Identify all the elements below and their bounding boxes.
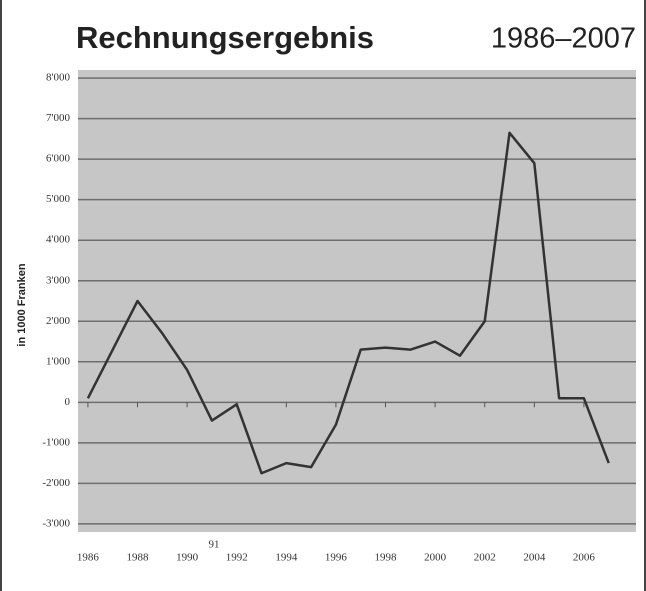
y-tick-label: 1'000	[46, 355, 70, 367]
y-axis-label: in 1000 Franken	[16, 263, 28, 346]
y-tick-label: -1'000	[42, 436, 70, 448]
y-tick-label: 3'000	[46, 274, 70, 286]
x-tick-label: 1988	[127, 552, 150, 564]
x-tick-label: 1998	[375, 552, 398, 564]
x-tick-label: 2000	[424, 552, 447, 564]
y-tick-label: 0	[65, 396, 71, 408]
y-tick-label: 5'000	[46, 193, 70, 205]
y-tick-label: 4'000	[46, 234, 70, 246]
y-tick-label: 8'000	[46, 72, 70, 84]
line	[86, 131, 610, 475]
x-tick-label: 1986	[77, 552, 100, 564]
x-tick-label: 1992	[226, 552, 248, 564]
y-tick-label: -2'000	[42, 477, 70, 489]
x-tick-label: 2004	[523, 552, 546, 564]
y-tick-label: -3'000	[42, 517, 70, 529]
x-tick-label: 1994	[275, 552, 298, 564]
plot-area	[78, 70, 636, 532]
chart-subtitle: 1986–2007	[491, 23, 636, 55]
y-tick-label: 6'000	[46, 153, 70, 165]
chart-title: Rechnungsergebnis	[76, 20, 374, 55]
y-tick-label: 7'000	[46, 112, 70, 124]
x-tick-label: 2006	[573, 552, 596, 564]
x-tick-label: 1996	[325, 552, 348, 564]
y-tick-label: 2'000	[46, 315, 70, 327]
x-tick-label: 2002	[474, 552, 496, 564]
annotation: 91	[209, 539, 220, 551]
x-tick-label: 1990	[176, 552, 199, 564]
